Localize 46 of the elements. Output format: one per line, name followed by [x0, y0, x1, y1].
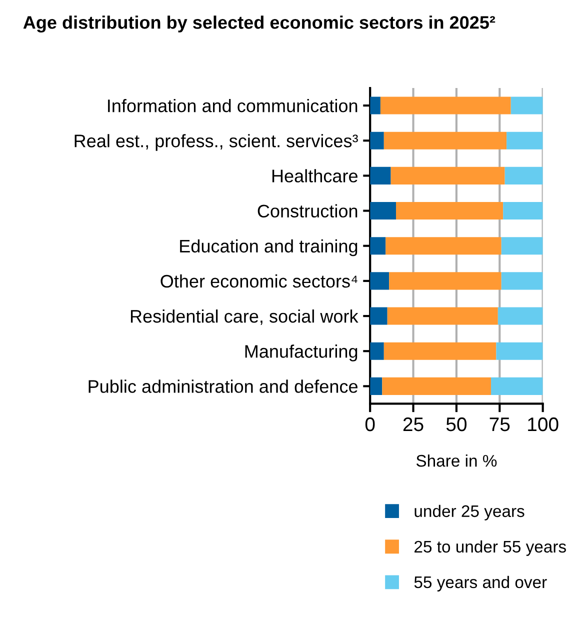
x-tick-label: 0: [365, 417, 375, 432]
bar: [370, 96, 380, 114]
bar: [370, 342, 384, 360]
bar: [491, 377, 543, 395]
bar: [384, 132, 507, 150]
bar: [390, 166, 505, 184]
bar: [384, 342, 496, 360]
legend-label: 55 years and over: [414, 576, 547, 592]
y-tick-label: Real est., profess., scient. services³: [74, 134, 358, 151]
bar: [506, 132, 543, 150]
bar: [370, 237, 386, 255]
bar: [501, 272, 543, 290]
bar: [387, 307, 498, 325]
x-tick-label: 75: [490, 418, 510, 432]
y-tick-label: Manufacturing: [245, 344, 358, 362]
bar: [370, 202, 396, 220]
y-tick-label: Education and training: [180, 239, 358, 256]
y-tick-label: Information and communication: [108, 98, 358, 112]
bar: [370, 307, 388, 325]
y-tick-label: Healthcare: [272, 169, 358, 182]
legend-label: 25 to under 55 years: [414, 540, 566, 556]
legend-label: under 25 years: [414, 504, 524, 520]
bar: [386, 237, 502, 255]
y-tick-label: Residential care, social work: [130, 309, 358, 325]
y-tick-label: Other economic sectors⁴: [160, 274, 358, 288]
bar: [370, 377, 382, 395]
bar: [380, 96, 511, 114]
bar: [370, 272, 390, 290]
x-axis-title: Share in %: [416, 454, 497, 467]
x-tick-label: 100: [528, 417, 558, 432]
bar: [396, 202, 504, 220]
bar: [501, 237, 543, 255]
x-tick-label: 25: [403, 417, 424, 432]
bar: [370, 166, 391, 184]
bar: [503, 202, 543, 220]
bar: [504, 166, 543, 184]
bar: [510, 96, 543, 114]
bar: [389, 272, 502, 290]
y-tick-label: Public administration and defence: [88, 380, 358, 393]
y-tick-label: Construction: [258, 204, 358, 218]
bar: [498, 307, 543, 325]
bar: [370, 132, 384, 150]
chart-title: Age distribution by selected economic sectors in 2025²: [23, 16, 496, 33]
bar: [382, 377, 492, 395]
bar: [496, 342, 543, 360]
x-tick-label: 50: [446, 417, 467, 432]
